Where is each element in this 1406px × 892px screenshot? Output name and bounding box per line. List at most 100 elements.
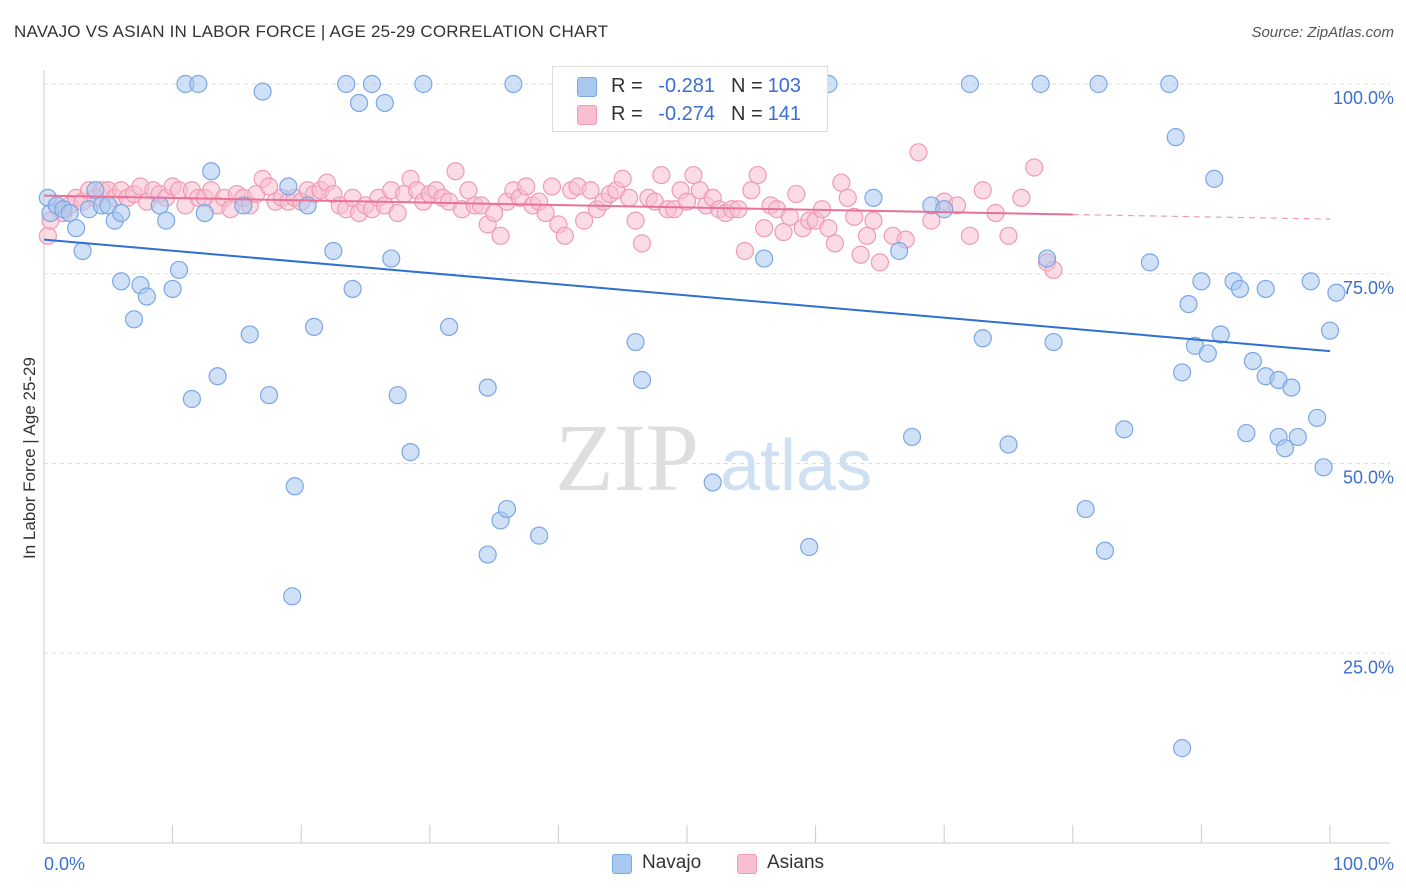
navajo-point	[1275, 439, 1295, 458]
navajo-point	[1031, 74, 1050, 94]
asian-point	[38, 226, 57, 245]
navajo-point	[234, 196, 253, 215]
navajo-swatch	[612, 854, 632, 874]
chart-title: NAVAJO VS ASIAN IN LABOR FORCE | AGE 25-…	[14, 22, 609, 41]
asian-swatch	[737, 854, 757, 874]
asian-point	[780, 207, 799, 226]
legend-label-asians: Asians	[767, 852, 825, 873]
navajo-point	[1314, 458, 1333, 477]
navajo-point	[208, 367, 227, 386]
n-value: 141	[767, 103, 801, 125]
asian-point	[845, 207, 864, 226]
navajo-point	[439, 317, 459, 336]
asian-point	[446, 162, 465, 181]
navajo-point	[124, 310, 144, 329]
navajo-point	[1173, 739, 1192, 758]
navajo-point	[478, 378, 497, 397]
source-credit: Source: ZipAtlas.com	[1251, 24, 1394, 41]
asian-trend-line	[43, 194, 1073, 216]
y-axis-label: In Labor Force | Age 25-29	[20, 357, 39, 559]
navajo-point	[1237, 424, 1256, 443]
asian-point	[652, 165, 671, 185]
navajo-point	[285, 477, 304, 496]
navajo-point	[304, 317, 324, 336]
grid-lines	[44, 83, 1390, 654]
r-value: -0.281	[658, 75, 715, 97]
asian-point	[388, 203, 407, 223]
asian-point	[613, 169, 632, 188]
n-value: 103	[767, 75, 801, 97]
n-label: N =	[731, 103, 763, 125]
asian-point	[620, 188, 639, 207]
navajo-point	[755, 249, 774, 268]
asian-point	[491, 226, 510, 245]
navajo-point	[401, 443, 420, 462]
asian-point	[555, 226, 574, 245]
navajo-point	[1308, 408, 1327, 428]
navajo-point	[67, 219, 86, 238]
navajo-point	[414, 74, 433, 94]
navajo-point	[112, 203, 131, 223]
correlation-legend: R = -0.281 N = 103 R = -0.274 N = 141	[552, 66, 828, 132]
navajo-point	[1140, 253, 1160, 272]
navajo-point	[800, 537, 819, 557]
navajo-point	[864, 188, 883, 207]
asian-point	[909, 143, 928, 162]
navajo-point	[1288, 427, 1307, 447]
navajo-point	[1192, 272, 1211, 291]
navajo-trend-line	[43, 238, 1331, 353]
asian-point	[626, 211, 645, 230]
navajo-point	[703, 473, 722, 492]
navajo-point	[1179, 295, 1198, 314]
navajo-point	[283, 587, 302, 606]
asian-point	[864, 211, 883, 230]
navajo-point	[902, 427, 922, 447]
watermark-atlas: atlas	[720, 426, 872, 506]
asian-point	[832, 173, 851, 192]
navajo-point	[337, 74, 356, 94]
navajo-point	[1037, 249, 1057, 268]
navajo-point	[375, 93, 394, 113]
navajo-point	[189, 74, 208, 94]
asian-point	[787, 184, 806, 204]
navajo-point	[1320, 321, 1340, 340]
asian-point	[857, 226, 877, 245]
navajo-point	[960, 74, 980, 94]
navajo-swatch	[577, 77, 597, 97]
r-label: R =	[611, 103, 643, 125]
navajo-point	[1230, 279, 1250, 299]
navajo-point	[137, 287, 156, 306]
legend-label-navajo: Navajo	[642, 852, 702, 873]
navajo-point	[1173, 363, 1192, 382]
navajo-point	[935, 200, 954, 219]
navajo-point	[890, 241, 909, 261]
navajo-point	[324, 241, 343, 261]
asian-point	[755, 219, 774, 238]
navajo-point	[388, 386, 407, 405]
asian-point	[1012, 188, 1031, 207]
tick-labels: 25.0% 50.0% 75.0% 100.0% 0.0% 100.0%	[44, 88, 1394, 874]
navajo-point	[157, 211, 176, 230]
navajo-point	[382, 249, 401, 268]
navajo-point	[1327, 283, 1346, 302]
navajo-point	[497, 499, 517, 519]
navajo-point	[1044, 332, 1063, 352]
navajo-point	[1256, 279, 1275, 299]
asian-point	[774, 222, 793, 242]
asian-point	[851, 245, 870, 264]
asian-point	[819, 219, 838, 238]
asian-point	[684, 165, 703, 185]
navajo-point	[202, 162, 221, 181]
legend-row-navajo: R = -0.281 N = 103	[553, 73, 827, 101]
navajo-point	[259, 386, 279, 405]
watermark: ZIP atlas	[555, 404, 872, 511]
asian-point	[1025, 158, 1044, 177]
navajo-point	[1198, 344, 1217, 363]
navajo-point	[1205, 169, 1224, 188]
navajo-point	[240, 325, 259, 344]
trend-lines	[43, 194, 1331, 353]
navajo-point	[253, 82, 272, 101]
navajo-point	[169, 260, 189, 280]
navajo-point	[1166, 128, 1185, 147]
n-label: N =	[731, 75, 763, 97]
